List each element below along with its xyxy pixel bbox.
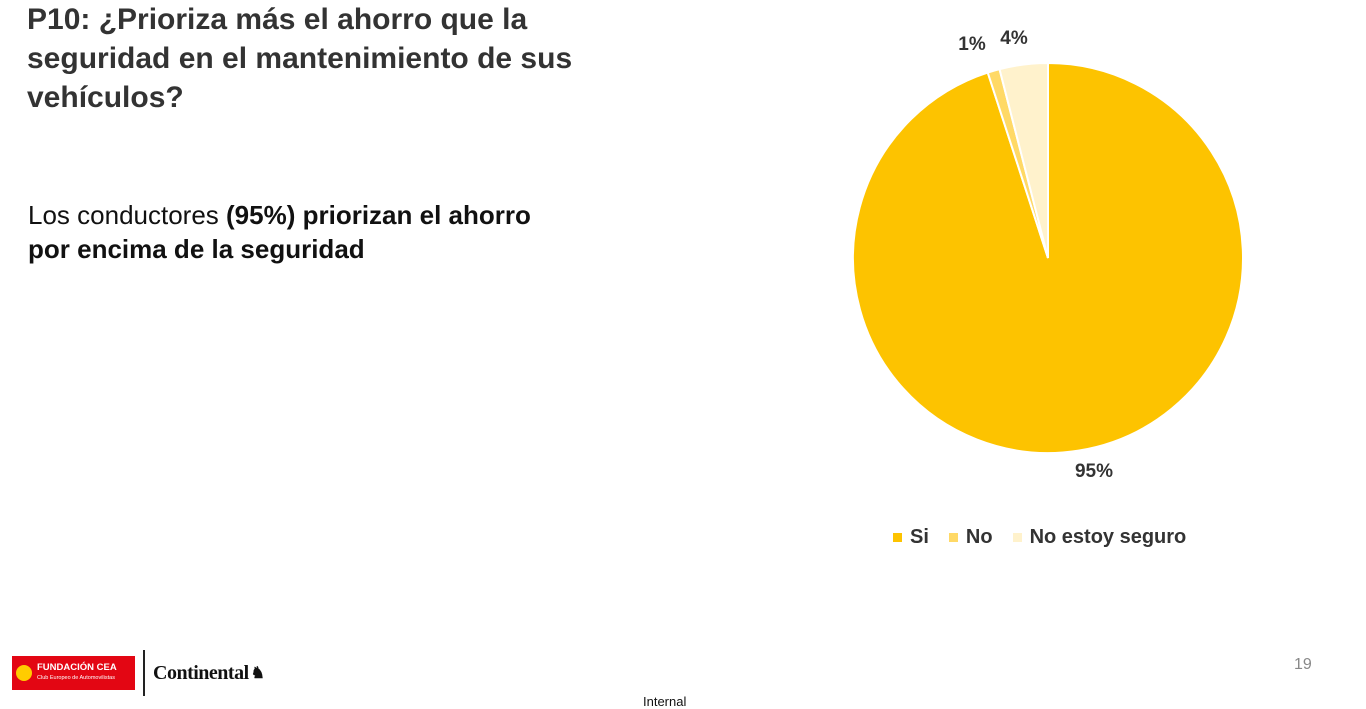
subtitle-text: Los conductores (28, 200, 227, 230)
data-label-no: 1% (958, 34, 986, 55)
classification-label: Internal (643, 694, 687, 709)
pie-slice-no-estoy-seguro (998, 61, 1049, 259)
page-number: 19 (1294, 656, 1312, 673)
continental-logo: Continental ♞ (153, 661, 265, 685)
legend-label: Si (910, 526, 929, 548)
legend-swatch (1012, 533, 1022, 542)
horse-icon: ♞ (250, 665, 265, 682)
legend-swatch (948, 533, 958, 542)
legend-item-si: Si (893, 526, 929, 549)
data-label-si: 95% (1075, 461, 1113, 482)
data-label-no-estoy-seguro: 4% (1000, 28, 1028, 49)
slide-subtitle: Los conductores (95%) priorizan el ahorr… (28, 198, 548, 266)
cea-logo-name: FUNDACIÓN CEA (37, 662, 117, 673)
fundacion-cea-logo: FUNDACIÓN CEA Club Europeo de Automovili… (12, 656, 135, 690)
logo-divider (143, 650, 145, 696)
slide-title: P10: ¿Prioriza más el ahorro que la segu… (27, 3, 573, 114)
legend-item-no-estoy-seguro: No estoy seguro (1012, 526, 1187, 549)
continental-logo-text: Continental (153, 661, 249, 684)
legend-item-no: No (948, 526, 993, 549)
subtitle-highlight: (95%) priorizan el ahorro por encima de … (28, 200, 531, 264)
chart-legend: Si No No estoy seguro (893, 526, 1186, 549)
footer-logos: FUNDACIÓN CEA Club Europeo de Automovili… (12, 650, 265, 696)
legend-swatch (893, 533, 902, 542)
cea-logo-tagline: Club Europeo de Automovilistas (37, 675, 115, 681)
legend-label: No estoy seguro (1029, 526, 1187, 548)
cea-sun-icon (16, 665, 32, 681)
legend-label: No (965, 526, 993, 548)
